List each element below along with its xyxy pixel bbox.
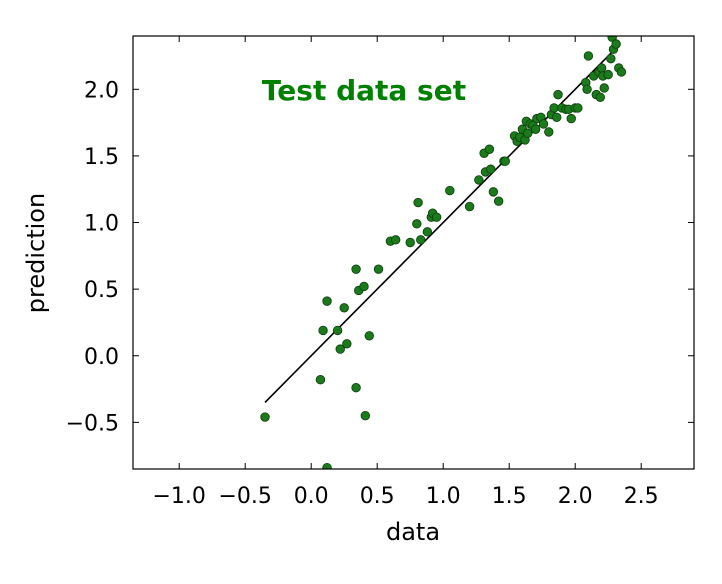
data-point (599, 83, 609, 93)
data-point (390, 235, 401, 245)
axis-ticks: −1.0 −0.5 0.0 0.5 1.0 1.5 2.0 2.5 −0.5 0.0 0.5 1.0 1… (66, 36, 694, 509)
data-point (530, 124, 541, 134)
data-point (573, 103, 583, 113)
data-point (486, 164, 496, 174)
data-point (351, 383, 361, 393)
y-axis-label: prediction (22, 193, 50, 313)
data-point (318, 325, 328, 336)
data-point (322, 462, 332, 469)
data-point (260, 412, 270, 422)
y-tick-label: 0.5 (84, 278, 119, 303)
data-point (445, 185, 455, 196)
data-point (549, 103, 559, 113)
plot-marks (260, 36, 627, 469)
x-tick-label: 1.5 (492, 484, 527, 509)
data-point (611, 39, 621, 49)
data-point (484, 144, 495, 154)
data-point (373, 264, 384, 274)
data-point (322, 296, 332, 306)
y-tick-label: 1.0 (84, 212, 119, 237)
x-tick-label: −1.0 (152, 484, 205, 509)
data-point (360, 411, 371, 421)
data-point (335, 344, 345, 354)
data-point (359, 281, 369, 292)
data-point (544, 127, 554, 137)
data-point (583, 51, 594, 61)
x-axis-label: data (386, 518, 440, 546)
data-point (582, 84, 592, 94)
x-tick-label: 2.0 (558, 484, 593, 509)
data-point (431, 212, 442, 222)
data-point (412, 219, 422, 229)
x-tick-label: 0.5 (360, 484, 395, 509)
data-point (413, 197, 423, 208)
data-point (553, 89, 563, 100)
data-point (603, 69, 613, 80)
data-point (616, 67, 627, 77)
data-point (416, 235, 426, 245)
data-point (522, 128, 533, 138)
data-point (606, 53, 616, 64)
data-point (364, 331, 374, 341)
data-point (422, 227, 433, 237)
plot-frame (132, 35, 695, 470)
data-point (493, 196, 504, 206)
x-tick-label: 0.0 (294, 484, 329, 509)
data-point (552, 112, 562, 122)
data-point (342, 339, 352, 349)
data-point (351, 264, 361, 274)
y-tick-label: 0.0 (84, 345, 119, 370)
data-point (405, 237, 415, 248)
data-point (464, 201, 475, 212)
data-point (332, 325, 343, 336)
x-tick-label: 1.0 (426, 484, 461, 509)
data-point (488, 187, 499, 197)
data-point (538, 119, 549, 129)
y-tick-label: 1.5 (84, 145, 119, 170)
data-point (339, 303, 349, 313)
data-point (596, 63, 607, 73)
y-tick-label: 2.0 (84, 78, 119, 103)
data-point (566, 113, 576, 124)
data-point (474, 175, 484, 185)
x-tick-label: 2.5 (624, 484, 659, 509)
data-point (500, 156, 510, 166)
annotation-text: Test data set (262, 74, 466, 107)
y-tick-label: −0.5 (66, 411, 119, 436)
x-tick-label: −0.5 (218, 484, 271, 509)
data-point (315, 375, 326, 385)
data-point (595, 92, 605, 102)
